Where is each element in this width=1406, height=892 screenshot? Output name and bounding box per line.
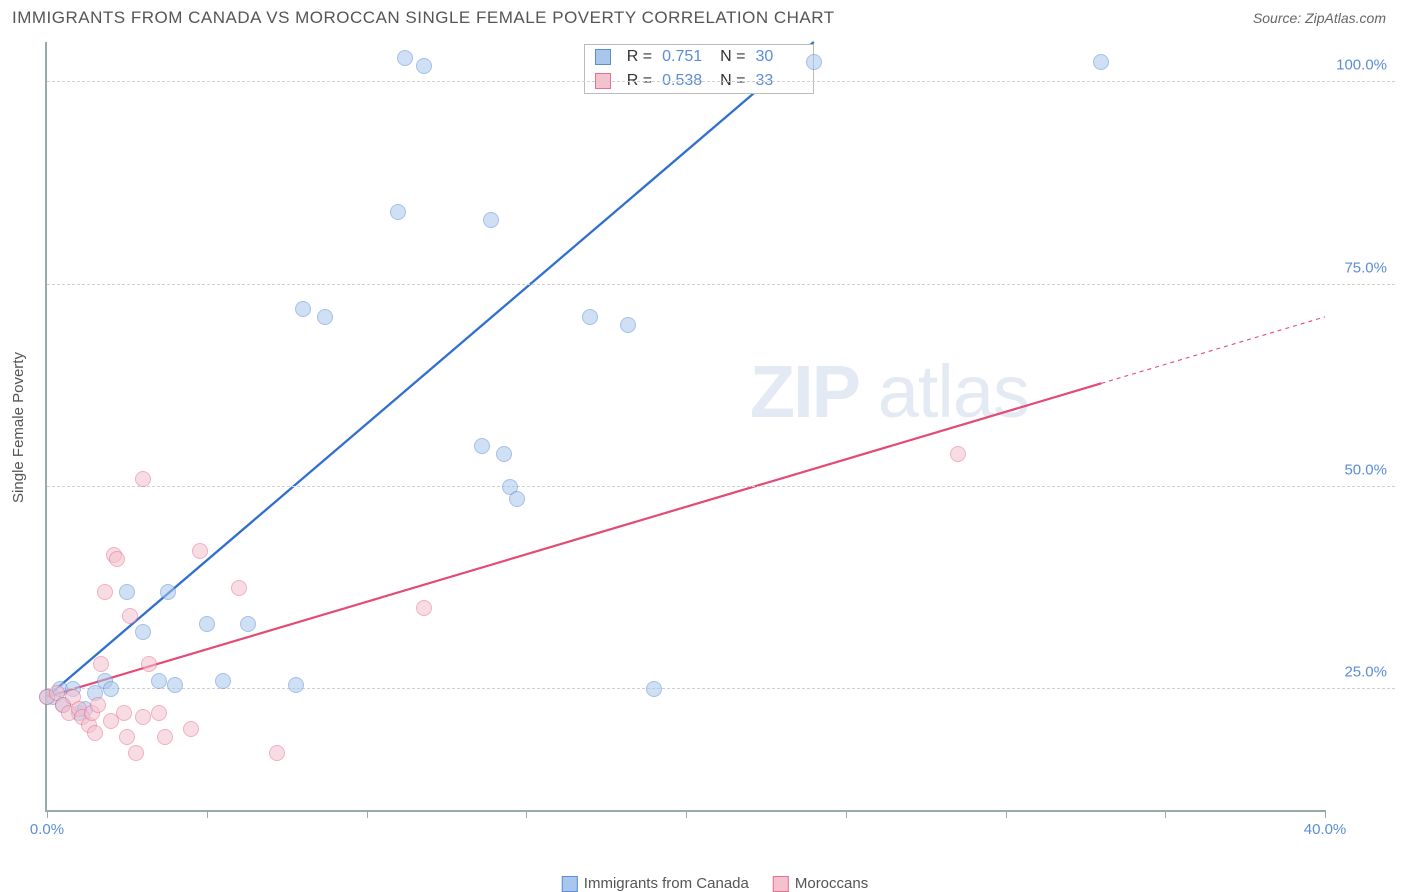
x-tick — [686, 810, 687, 818]
scatter-point — [135, 709, 151, 725]
scatter-point — [119, 584, 135, 600]
x-tick-label: 0.0% — [30, 821, 64, 838]
scatter-point — [93, 656, 109, 672]
scatter-point — [151, 673, 167, 689]
legend-label: Moroccans — [795, 875, 868, 892]
x-tick — [367, 810, 368, 818]
x-tick-label: 40.0% — [1304, 821, 1347, 838]
scatter-point — [116, 705, 132, 721]
scatter-point — [582, 309, 598, 325]
scatter-point — [416, 58, 432, 74]
scatter-point — [231, 580, 247, 596]
legend-swatch — [773, 876, 789, 892]
scatter-point — [474, 438, 490, 454]
source-label: Source: ZipAtlas.com — [1253, 10, 1386, 26]
legend-swatch — [562, 876, 578, 892]
scatter-point — [199, 616, 215, 632]
y-tick-label: 100.0% — [1336, 57, 1387, 74]
r-value: 0.751 — [662, 48, 710, 66]
chart-container: Single Female Poverty ZIP atlas R =0.751… — [35, 42, 1395, 862]
x-tick — [526, 810, 527, 818]
legend-item: Immigrants from Canada — [562, 875, 749, 892]
scatter-point — [496, 446, 512, 462]
scatter-point — [215, 673, 231, 689]
r-label: R = — [627, 48, 652, 66]
y-tick-label: 25.0% — [1344, 663, 1387, 680]
plot-area: ZIP atlas R =0.751N =30R =0.538N =33 25.… — [45, 42, 1325, 812]
y-tick-label: 75.0% — [1344, 259, 1387, 276]
scatter-point — [397, 50, 413, 66]
scatter-point — [135, 471, 151, 487]
scatter-point — [87, 725, 103, 741]
scatter-point — [122, 608, 138, 624]
scatter-point — [119, 729, 135, 745]
chart-title: IMMIGRANTS FROM CANADA VS MOROCCAN SINGL… — [12, 8, 835, 28]
scatter-point — [483, 212, 499, 228]
correlation-box: R =0.751N =30R =0.538N =33 — [584, 44, 815, 94]
legend-item: Moroccans — [773, 875, 868, 892]
legend-label: Immigrants from Canada — [584, 875, 749, 892]
scatter-point — [103, 681, 119, 697]
legend-bottom: Immigrants from Canada Moroccans — [562, 875, 868, 892]
scatter-point — [288, 677, 304, 693]
scatter-point — [806, 54, 822, 70]
scatter-point — [646, 681, 662, 697]
scatter-point — [620, 317, 636, 333]
grid-line-h — [47, 81, 1395, 82]
n-label: N = — [720, 48, 745, 66]
scatter-point — [128, 745, 144, 761]
scatter-point — [416, 600, 432, 616]
scatter-point — [317, 309, 333, 325]
x-tick — [47, 810, 48, 818]
legend-swatch — [595, 49, 611, 65]
scatter-point — [109, 551, 125, 567]
scatter-point — [390, 204, 406, 220]
scatter-point — [183, 721, 199, 737]
scatter-point — [192, 543, 208, 559]
scatter-point — [135, 624, 151, 640]
scatter-point — [1093, 54, 1109, 70]
scatter-point — [157, 729, 173, 745]
scatter-point — [295, 301, 311, 317]
y-tick-label: 50.0% — [1344, 461, 1387, 478]
scatter-point — [509, 491, 525, 507]
grid-line-h — [47, 688, 1395, 689]
scatter-point — [151, 705, 167, 721]
trend-lines — [47, 42, 1325, 810]
x-tick — [207, 810, 208, 818]
n-value: 30 — [755, 48, 803, 66]
scatter-point — [269, 745, 285, 761]
x-tick — [1006, 810, 1007, 818]
scatter-point — [160, 584, 176, 600]
x-tick — [846, 810, 847, 818]
y-axis-label: Single Female Poverty — [10, 352, 27, 503]
grid-line-h — [47, 486, 1395, 487]
x-tick — [1325, 810, 1326, 818]
scatter-point — [240, 616, 256, 632]
x-tick — [1165, 810, 1166, 818]
scatter-point — [950, 446, 966, 462]
scatter-point — [141, 656, 157, 672]
correlation-row: R = 0.751 N = 30 — [585, 45, 814, 69]
grid-line-h — [47, 284, 1395, 285]
scatter-point — [167, 677, 183, 693]
scatter-point — [97, 584, 113, 600]
y-axis-label-wrap: Single Female Poverty — [7, 42, 29, 812]
scatter-point — [90, 697, 106, 713]
